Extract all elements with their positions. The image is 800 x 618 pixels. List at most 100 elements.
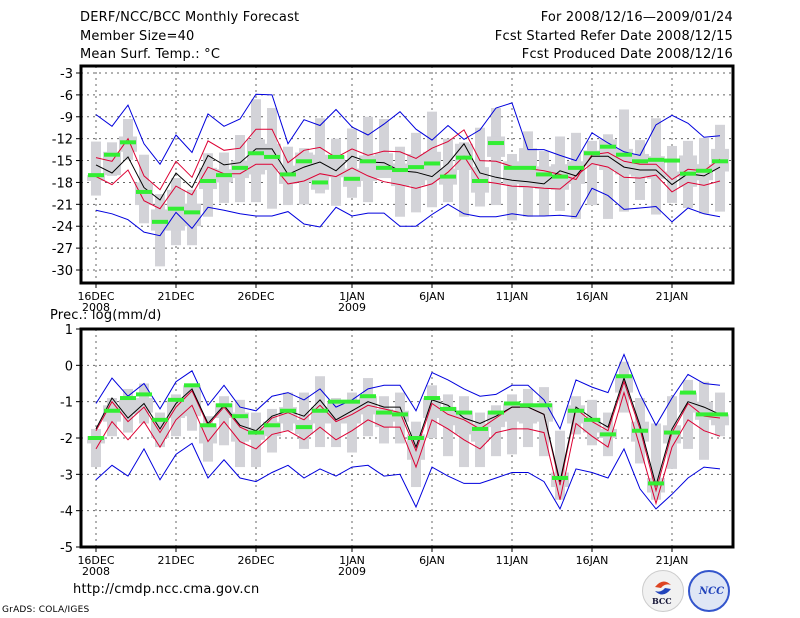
- x-tick-label: 6JAN: [419, 290, 445, 303]
- observed-marker: [696, 412, 712, 417]
- bcc-swirl-icon: [655, 581, 671, 595]
- observed-marker: [536, 403, 552, 408]
- spread-bar: [699, 381, 709, 460]
- y-tick-label: -18: [52, 176, 73, 191]
- observed-marker: [88, 436, 104, 440]
- observed-marker: [168, 397, 184, 402]
- spread-box: [135, 398, 153, 413]
- spread-box: [487, 136, 505, 157]
- y-tick-label: -3: [60, 67, 73, 82]
- observed-marker: [456, 155, 472, 160]
- min-envelope-line: [95, 442, 721, 511]
- y-tick-label: -2: [60, 432, 73, 447]
- spread-bar: [587, 140, 597, 206]
- observed-marker: [616, 374, 632, 379]
- observed-marker: [712, 159, 728, 164]
- y-tick-label: -1: [60, 396, 73, 411]
- spread-bar: [555, 430, 565, 500]
- max-envelope-line: [95, 353, 721, 431]
- spread-box: [615, 376, 633, 393]
- x-tick-label: 16DEC: [77, 290, 114, 303]
- observed-marker: [392, 412, 408, 417]
- observed-marker: [600, 144, 616, 149]
- ensemble-mean-line: [95, 376, 721, 488]
- x-tick-label: 1JAN: [339, 554, 365, 567]
- x-tick-label: 21JAN: [656, 290, 689, 303]
- spread-box: [407, 153, 425, 186]
- spread-box: [247, 139, 265, 175]
- min-envelope-line: [95, 187, 721, 237]
- observed-marker: [200, 423, 216, 428]
- y-tick-label: -4: [60, 505, 73, 520]
- spread-bar: [651, 423, 661, 500]
- observed-marker: [440, 406, 456, 411]
- spread-bar: [91, 141, 101, 196]
- y-tick-label: 0: [65, 359, 73, 374]
- bcc-logo: BCC: [642, 570, 684, 612]
- spread-bar: [459, 142, 469, 217]
- observed-marker: [488, 141, 504, 146]
- spread-box: [167, 399, 185, 419]
- y-tick-label: -24: [52, 220, 73, 235]
- observed-marker: [376, 410, 392, 415]
- observed-marker: [264, 423, 280, 428]
- observed-marker: [360, 394, 376, 399]
- spread-bar: [507, 153, 517, 221]
- upper-percentile-line: [95, 128, 721, 191]
- forecast-period: For 2008/12/16—2009/01/24: [540, 10, 733, 25]
- ncc-logo: NCC: [688, 570, 730, 612]
- y-tick-label: -9: [60, 111, 73, 126]
- y-tick-label: -27: [52, 242, 73, 257]
- x-tick-label: 6JAN: [419, 554, 445, 567]
- observed-marker: [568, 408, 584, 413]
- observed-marker: [600, 432, 616, 437]
- observed-marker: [120, 140, 136, 145]
- observed-marker: [232, 414, 248, 419]
- observed-marker: [424, 396, 440, 401]
- observed-marker: [456, 410, 472, 415]
- observed-marker: [664, 158, 680, 163]
- observed-marker: [552, 475, 568, 480]
- spread-box: [471, 423, 489, 442]
- observed-marker: [424, 161, 440, 166]
- x-tick-year-label: 2009: [338, 301, 366, 314]
- spread-bar: [379, 118, 389, 178]
- observed-marker: [488, 410, 504, 415]
- observed-marker: [232, 165, 248, 170]
- spread-box: [311, 154, 329, 190]
- observed-marker: [344, 176, 360, 181]
- spread-bar: [603, 134, 613, 219]
- observed-marker: [504, 165, 520, 170]
- x-tick-label: 16JAN: [576, 290, 609, 303]
- forecast-produced-date: Fcst Produced Date 2008/12/16: [521, 47, 733, 62]
- observed-marker: [680, 390, 696, 395]
- spread-box: [343, 399, 361, 424]
- observed-marker: [328, 399, 344, 404]
- x-tick-year-label: 2009: [338, 565, 366, 578]
- observed-marker: [216, 403, 232, 408]
- observed-marker: [712, 412, 728, 417]
- spread-box: [503, 403, 521, 422]
- observed-marker: [104, 152, 120, 157]
- spread-box: [119, 399, 137, 415]
- source-url[interactable]: http://cmdp.ncc.cma.gov.cn: [73, 582, 260, 597]
- spread-box: [327, 401, 345, 424]
- x-tick-label: 21DEC: [157, 554, 194, 567]
- top-variable-label: Mean Surf. Temp.: °C: [80, 47, 221, 62]
- observed-marker: [632, 159, 648, 164]
- observed-marker: [472, 178, 488, 183]
- observed-marker: [360, 159, 376, 164]
- spread-bar: [507, 394, 517, 455]
- member-size: Member Size=40: [80, 29, 195, 44]
- observed-marker: [184, 383, 200, 388]
- spread-box: [87, 175, 105, 181]
- spread-box: [375, 153, 393, 179]
- observed-marker: [440, 174, 456, 179]
- observed-marker: [312, 408, 328, 413]
- observed-marker: [120, 396, 136, 401]
- observed-marker: [520, 403, 536, 408]
- observed-marker: [648, 481, 664, 486]
- observed-marker: [312, 180, 328, 185]
- observed-marker: [552, 174, 568, 179]
